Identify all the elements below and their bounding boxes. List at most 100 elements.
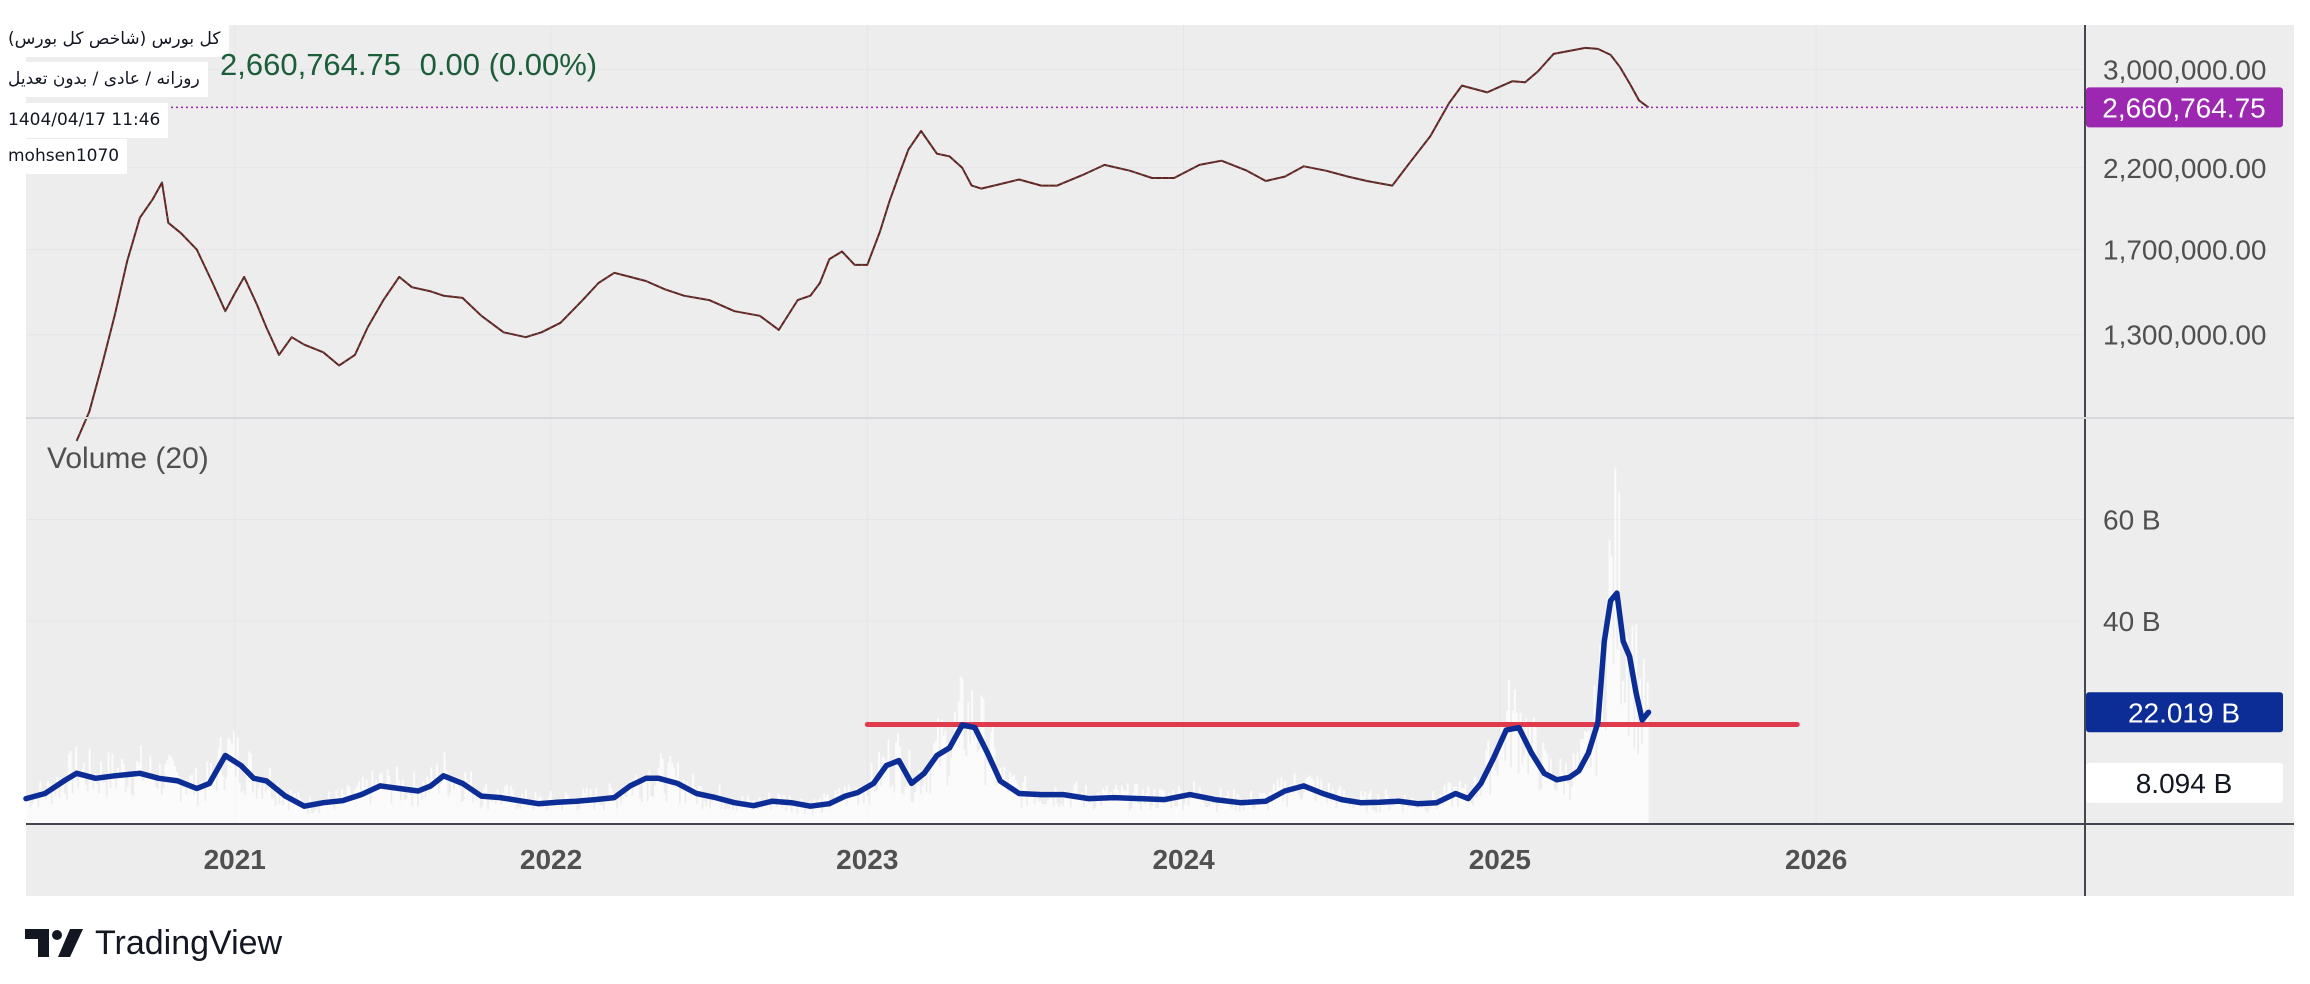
volume-bar: [303, 809, 306, 824]
volume-bar: [1557, 781, 1560, 824]
volume-bar: [1327, 782, 1330, 824]
volume-bar: [815, 806, 818, 824]
volume-bar: [92, 788, 95, 824]
volume-bar: [509, 785, 512, 824]
volume-bar: [211, 772, 214, 824]
volume-bar: [853, 797, 856, 824]
volume-bar: [619, 803, 622, 824]
volume-bar: [976, 752, 979, 824]
volume-bar: [230, 744, 233, 824]
brand-logo[interactable]: TradingView: [25, 923, 282, 963]
volume-bar: [597, 802, 600, 824]
volume-bar: [629, 781, 632, 824]
volume-bar: [1027, 793, 1030, 824]
volume-bar: [777, 793, 780, 824]
volume-bar: [352, 796, 355, 824]
volume-bar: [1084, 784, 1087, 824]
volume-bar: [925, 792, 928, 824]
volume-bar: [1398, 800, 1401, 824]
volume-bar: [151, 776, 154, 824]
volume-bar: [1574, 772, 1577, 824]
volume-bar: [1242, 810, 1245, 824]
volume-bar: [1202, 801, 1205, 824]
volume-bar: [204, 800, 207, 824]
time-tick-label: 2026: [1785, 844, 1847, 875]
volume-bar: [84, 784, 87, 824]
volume-bar: [906, 783, 909, 824]
volume-bar: [240, 792, 243, 824]
volume-bar: [396, 766, 399, 824]
volume-bar: [659, 753, 662, 824]
volume-bar: [103, 782, 106, 824]
volume-bar: [1026, 805, 1029, 824]
volume-bar: [75, 746, 78, 824]
volume-bar: [652, 796, 655, 824]
volume-bar: [1532, 717, 1535, 824]
last-price-badge-text: 2,660,764.75: [2102, 92, 2266, 123]
volume-bar: [1158, 788, 1161, 824]
volume-bar: [130, 794, 133, 824]
volume-bar: [1466, 800, 1469, 824]
volume-bar: [1417, 808, 1420, 824]
volume-bar: [969, 743, 972, 824]
volume-bar: [952, 738, 955, 824]
volume-bar: [1151, 805, 1154, 824]
volume-bar: [1058, 806, 1061, 824]
volume-bar: [1519, 712, 1522, 824]
volume-bar: [612, 793, 615, 824]
volume-bar: [411, 806, 414, 824]
volume-bar: [1563, 794, 1566, 824]
volume-bars: [26, 468, 1649, 824]
volume-bar: [477, 795, 480, 824]
volume-bar: [921, 786, 924, 824]
volume-ma-series: [23, 590, 1652, 809]
volume-bar: [1344, 800, 1347, 824]
volume-bar: [377, 789, 380, 824]
volume-bar: [33, 796, 36, 824]
volume-bar: [538, 796, 541, 824]
volume-bar: [170, 756, 173, 824]
volume-bar: [1439, 794, 1442, 824]
volume-bar: [177, 776, 180, 824]
volume-bar: [122, 764, 125, 824]
volume-bar: [282, 805, 285, 824]
volume-bar: [1234, 810, 1237, 824]
volume-bar: [1618, 492, 1621, 824]
volume-bar: [1054, 787, 1057, 824]
volume-bar: [633, 778, 636, 824]
volume-bar: [278, 804, 281, 824]
volume-bar: [986, 761, 989, 824]
volume-bar: [980, 695, 983, 824]
volume-bar: [836, 794, 839, 824]
volume-bar: [1103, 790, 1106, 824]
volume-bar: [718, 784, 721, 824]
volume-bar: [217, 748, 220, 824]
volume-bar: [646, 800, 649, 824]
volume-bar: [1369, 790, 1372, 824]
volume-bar: [798, 804, 801, 824]
volume-bar: [1593, 685, 1596, 824]
volume-bar: [936, 718, 939, 824]
volume-bar: [1100, 805, 1103, 824]
volume-bar: [1496, 775, 1499, 824]
volume-bar: [504, 785, 507, 824]
volume-bar: [860, 793, 863, 824]
volume-bar: [1217, 805, 1220, 824]
volume-bar: [1536, 762, 1539, 824]
volume-bar: [367, 792, 370, 824]
volume-bar: [1240, 803, 1243, 824]
volume-bar: [1382, 805, 1385, 824]
volume-bar: [498, 796, 501, 824]
volume-bar: [1213, 795, 1216, 824]
volume-bar: [1553, 789, 1556, 824]
volume-bar: [887, 740, 890, 824]
volume-bar: [638, 798, 641, 824]
volume-bar: [1640, 744, 1643, 824]
volume-bar: [293, 793, 296, 824]
volume-bar: [249, 753, 252, 824]
volume-bar: [665, 801, 668, 824]
volume-bar: [198, 791, 201, 824]
volume-bar: [196, 805, 199, 824]
volume-bar: [1394, 797, 1397, 824]
price-line: [75, 46, 1650, 442]
